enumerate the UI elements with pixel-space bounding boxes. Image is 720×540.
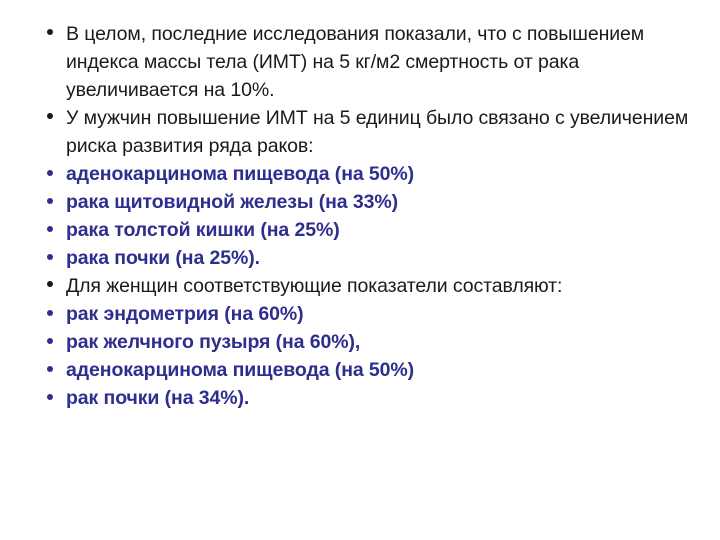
bullet-item: рака почки (на 25%). [0, 244, 720, 272]
bullet-item: аденокарцинома пищевода (на 50%) [0, 356, 720, 384]
bullet-item: В целом, последние исследования показали… [0, 20, 720, 104]
round-bullet-icon [47, 113, 53, 119]
round-bullet-icon [47, 310, 53, 316]
bullet-text: рак почки (на 34%). [66, 387, 250, 409]
round-bullet-icon [47, 29, 53, 35]
bullet-text: рак желчного пузыря (на 60%), [66, 331, 361, 353]
bullet-text: аденокарцинома пищевода (на 50%) [66, 359, 415, 381]
bullet-text: рака почки (на 25%). [66, 247, 260, 269]
bullet-item: рак эндометрия (на 60%) [0, 300, 720, 328]
round-bullet-icon [47, 254, 53, 260]
bullet-item: рака щитовидной железы (на 33%) [0, 188, 720, 216]
round-bullet-icon [47, 226, 53, 232]
round-bullet-icon [47, 198, 53, 204]
bullet-text: Для женщин соответствующие показатели со… [66, 275, 563, 297]
round-bullet-icon [47, 338, 53, 344]
round-bullet-icon [47, 394, 53, 400]
bullet-list: В целом, последние исследования показали… [0, 20, 720, 412]
bullet-text: У мужчин повышение ИМТ на 5 единиц было … [66, 107, 689, 157]
bullet-text: В целом, последние исследования показали… [66, 23, 645, 101]
bullet-text: рак эндометрия (на 60%) [66, 303, 304, 325]
bullet-item: рак почки (на 34%). [0, 384, 720, 412]
round-bullet-icon [47, 366, 53, 372]
bullet-item: аденокарцинома пищевода (на 50%) [0, 160, 720, 188]
bullet-text: рака толстой кишки (на 25%) [66, 219, 340, 241]
round-bullet-icon [47, 170, 53, 176]
bullet-item: рака толстой кишки (на 25%) [0, 216, 720, 244]
bullet-text: рака щитовидной железы (на 33%) [66, 191, 398, 213]
bullet-text: аденокарцинома пищевода (на 50%) [66, 163, 415, 185]
round-bullet-icon [47, 281, 53, 287]
bullet-item: У мужчин повышение ИМТ на 5 единиц было … [0, 104, 720, 160]
bullet-item: рак желчного пузыря (на 60%), [0, 328, 720, 356]
bullet-item: Для женщин соответствующие показатели со… [0, 272, 720, 300]
